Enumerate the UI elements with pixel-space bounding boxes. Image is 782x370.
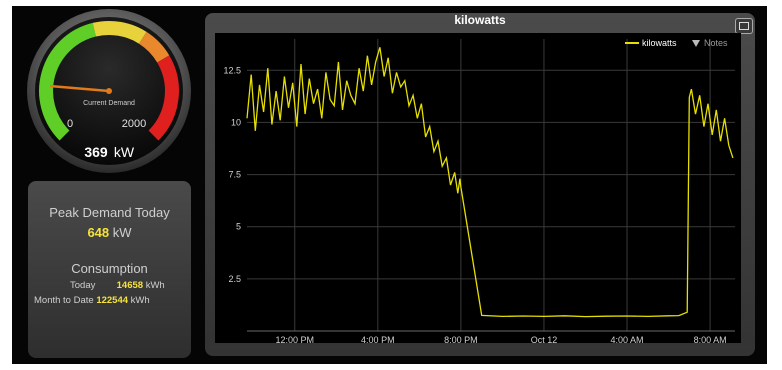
peak-demand-value-row: 648 kW — [28, 225, 191, 240]
x-axis-ticks: 12:00 PM 4:00 PM 8:00 PM Oct 12 4:00 AM 8:00 … — [275, 335, 726, 345]
chart-legend: kilowatts Notes — [625, 38, 728, 48]
gauge-svg: Current Demand 0 2000 369 kW — [27, 9, 191, 173]
demand-gauge: Current Demand 0 2000 369 kW — [24, 6, 194, 176]
chart-grid — [247, 39, 735, 332]
expand-icon[interactable] — [735, 18, 753, 34]
consumption-today-label: Today — [70, 280, 96, 291]
consumption-today-value: 14658 — [116, 280, 144, 291]
gauge-zone-yellow — [92, 21, 147, 44]
chart-title: kilowatts — [454, 13, 506, 27]
chart-panel: kilowatts 2.5 5 7.5 10 12.5 12:00 PM 4:00 PM 8… — [205, 13, 755, 356]
gauge-hub — [106, 88, 112, 94]
gauge-zone-green — [39, 22, 97, 141]
x-tick-label: 8:00 AM — [694, 335, 727, 345]
summary-panel: Peak Demand Today 648 kW Consumption Tod… — [28, 181, 191, 358]
consumption-today-row: Today 14658 kWh — [70, 280, 165, 291]
series-line-kilowatts — [246, 47, 734, 318]
y-axis-ticks: 2.5 5 7.5 10 12.5 — [223, 65, 241, 284]
gauge-zone-orange — [138, 31, 170, 63]
gauge-max-label: 2000 — [122, 118, 146, 130]
consumption-today-unit: kWh — [145, 280, 165, 291]
y-tick-label: 12.5 — [223, 65, 241, 75]
legend-label-kilowatts: kilowatts — [642, 38, 677, 48]
x-tick-label: 4:00 AM — [611, 335, 644, 345]
peak-demand-title: Peak Demand Today — [49, 205, 170, 220]
gauge-needle — [49, 84, 111, 93]
consumption-month-unit: kWh — [130, 295, 150, 306]
x-tick-label: 8:00 PM — [444, 335, 478, 345]
gauge-unit: kW — [114, 144, 135, 160]
gauge-zone-red — [148, 55, 179, 141]
chart-svg: 2.5 5 7.5 10 12.5 12:00 PM 4:00 PM 8:00 PM Oct … — [223, 38, 735, 345]
gauge-value: 369 — [84, 144, 108, 160]
y-tick-label: 2.5 — [228, 274, 241, 284]
gauge-min-label: 0 — [67, 118, 73, 130]
x-tick-label: 4:00 PM — [361, 335, 395, 345]
y-tick-label: 7.5 — [228, 170, 241, 180]
gauge-label: Current Demand — [83, 100, 135, 107]
consumption-month-label: Month to Date — [34, 295, 94, 306]
notes-triangle-icon — [692, 40, 700, 47]
peak-demand-unit: kW — [112, 225, 132, 240]
y-tick-label: 5 — [236, 222, 241, 232]
peak-demand-value: 648 — [87, 225, 110, 240]
consumption-month-value: 122544 — [96, 295, 129, 306]
consumption-title: Consumption — [71, 261, 148, 276]
x-tick-label: 12:00 PM — [275, 335, 314, 345]
x-tick-label: Oct 12 — [531, 335, 558, 345]
y-tick-label: 10 — [231, 117, 241, 127]
legend-label-notes[interactable]: Notes — [704, 38, 728, 48]
consumption-month-row: Month to Date 122544 kWh — [34, 295, 150, 306]
